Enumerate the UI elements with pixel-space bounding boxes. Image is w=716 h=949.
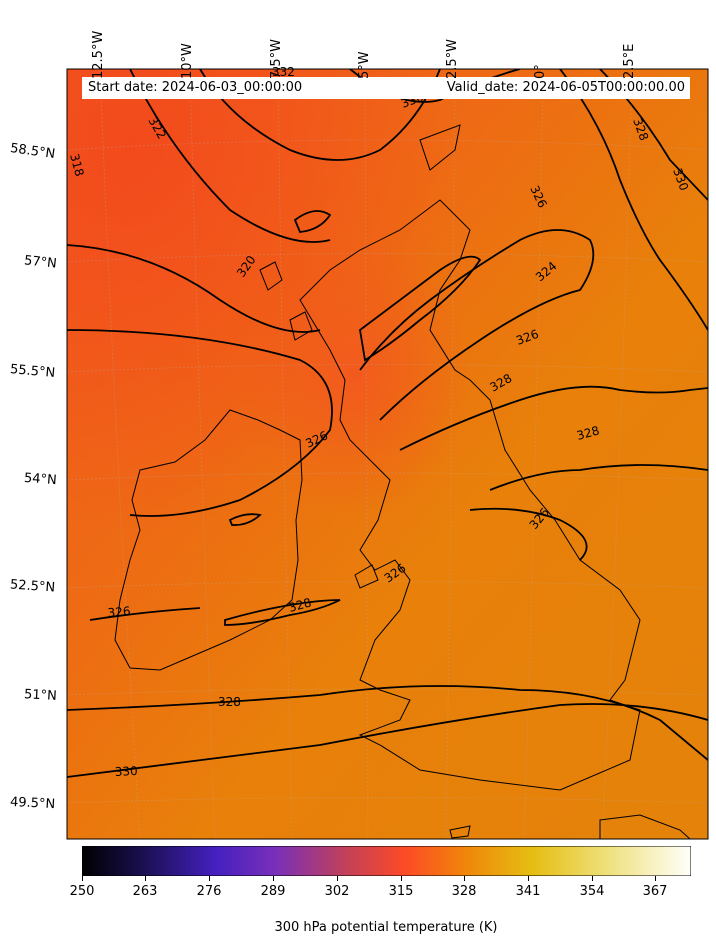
contour-label: 326 [107,604,131,620]
lon-label: 2.5°E [622,43,637,79]
lat-label: 49.5°N [9,794,56,813]
colorbar-tick [592,876,593,881]
colorbar-tick [209,876,210,881]
colorbar-tick-label: 289 [260,884,286,899]
colorbar-tick-label: 354 [579,884,605,899]
colorbar-tick [337,876,338,881]
start-date-label: Start date: 2024-06-03_00:00:00 [88,80,303,95]
colorbar-tick [464,876,465,881]
map-frame [66,68,709,840]
lon-label: 2.5°W [445,38,460,79]
contour-label: 318 [67,152,86,178]
colorbar-tick [528,876,529,881]
colorbar-tick [273,876,274,881]
colorbar-tick-label: 302 [324,884,350,899]
contour-label: 328 [287,595,313,614]
colorbar-gradient [82,846,691,876]
colorbar-tick-label: 328 [451,884,477,899]
lat-label: 52.5°N [9,577,56,596]
lon-label: 7.5°W [269,38,284,79]
contour-label: 328 [218,695,241,709]
coastlines [114,124,691,839]
colorbar-tick-label: 341 [515,884,541,899]
colorbar-tick-label: 276 [196,884,222,899]
lat-label: 54°N [23,470,58,489]
colorbar-tick-label: 315 [388,884,414,899]
colorbar-title: 300 hPa potential temperature (K) [274,920,498,935]
temperature-field [67,69,708,839]
contour-label: 328 [575,423,601,442]
lon-label: 0° [533,64,548,79]
lon-label: 5°W [357,51,372,79]
colorbar-tick-label: 263 [132,884,158,899]
lat-label: 51°N [23,687,58,704]
colorbar-tick-label: 250 [69,884,95,899]
colorbar-tick [655,876,656,881]
contour-label: 332 [272,65,295,79]
valid-date-label: Valid_date: 2024-06-05T00:00:00.00 [446,80,685,95]
contour-label: 330 [114,764,138,779]
colorbar-tick [82,876,83,881]
graticule [67,69,708,839]
lon-label: 10°W [180,43,195,79]
info-box: Start date: 2024-06-03_00:00:00 Valid_da… [82,77,690,99]
lon-label: 12.5°W [91,30,106,79]
colorbar-tick-label: 367 [642,884,668,899]
colorbar-tick [145,876,146,881]
colorbar-tick [401,876,402,881]
